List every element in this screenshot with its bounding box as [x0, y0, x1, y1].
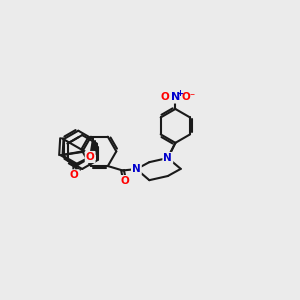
Text: O: O — [160, 92, 169, 102]
Text: N: N — [132, 164, 141, 174]
Text: N: N — [164, 153, 172, 163]
Text: O: O — [120, 176, 129, 186]
Text: N: N — [171, 92, 180, 102]
Text: O⁻: O⁻ — [181, 92, 196, 102]
Text: O: O — [70, 170, 79, 180]
Text: O: O — [86, 152, 94, 162]
Text: +: + — [176, 89, 183, 98]
